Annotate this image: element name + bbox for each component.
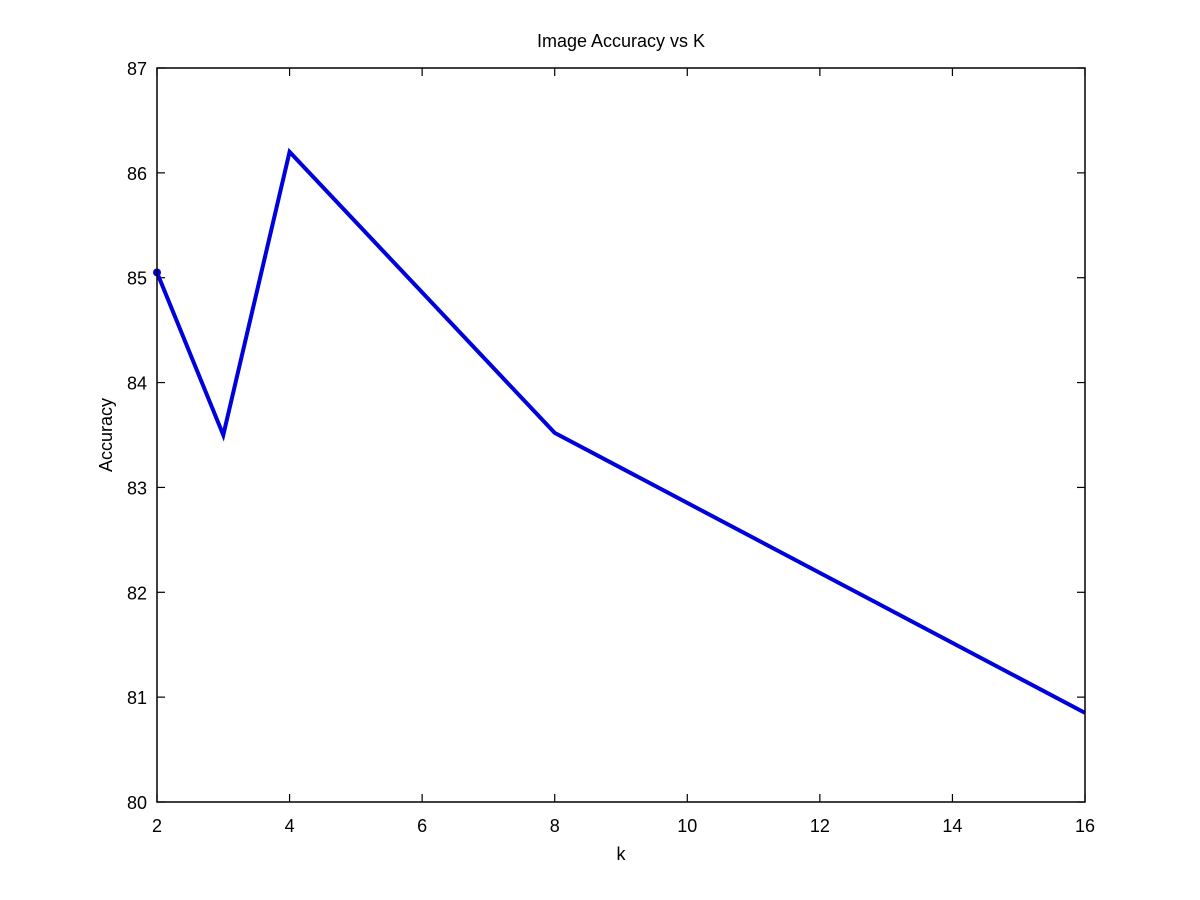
x-axis-label: k — [617, 844, 627, 864]
y-axis-label: Accuracy — [96, 398, 116, 472]
series-layer — [153, 147, 1086, 715]
x-axis-ticks: 2 4 6 8 10 12 14 16 — [152, 68, 1095, 836]
x-tick-label: 16 — [1075, 816, 1095, 836]
y-tick-label: 83 — [127, 478, 147, 498]
x-tick-label: 8 — [550, 816, 560, 836]
x-tick-label: 2 — [152, 816, 162, 836]
x-tick-label: 6 — [417, 816, 427, 836]
y-tick-label: 82 — [127, 583, 147, 603]
x-tick-label: 12 — [810, 816, 830, 836]
y-tick-label: 81 — [127, 688, 147, 708]
x-tick-label: 4 — [285, 816, 295, 836]
y-tick-label: 84 — [127, 374, 147, 394]
series-line — [155, 147, 1086, 715]
y-tick-label: 87 — [127, 59, 147, 79]
x-tick-label: 10 — [677, 816, 697, 836]
plot-area-frame — [156, 67, 1086, 803]
y-axis-ticks: 80 81 82 83 84 85 86 87 — [127, 59, 1085, 813]
x-tick-label: 14 — [942, 816, 962, 836]
chart-title: Image Accuracy vs K — [537, 31, 705, 51]
y-tick-label: 85 — [127, 269, 147, 289]
y-tick-label: 86 — [127, 164, 147, 184]
y-tick-label: 80 — [127, 793, 147, 813]
